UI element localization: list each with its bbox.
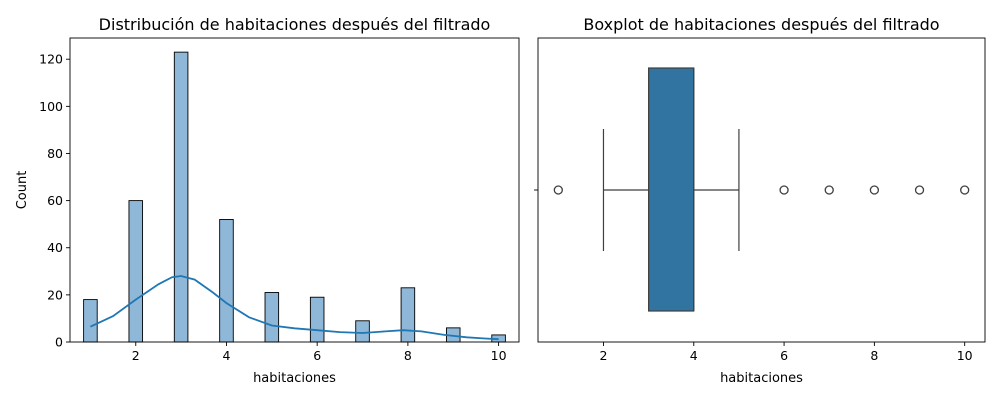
histogram-title: Distribución de habitaciones después del…	[99, 15, 491, 34]
histogram-x-tick-label-2: 6	[313, 348, 321, 363]
boxplot-x-tick-label-4: 10	[957, 348, 973, 363]
histogram-bar-2	[173, 51, 189, 343]
histogram-x-tick-label-4: 10	[491, 348, 507, 363]
boxplot-title: Boxplot de habitaciones después del filt…	[583, 15, 939, 34]
boxplot-x-tick-label-3: 8	[870, 348, 878, 363]
histogram-x-tick-label-1: 4	[222, 348, 230, 363]
outlier-point-2	[824, 185, 834, 195]
histogram-bars	[83, 51, 506, 343]
histogram-y-tick-label-6: 120	[39, 52, 63, 67]
outlier-point-4	[914, 185, 925, 195]
boxplot-x-tick-label-1: 4	[690, 348, 698, 363]
histogram-y-tick-label-1: 20	[47, 287, 63, 302]
histogram-bar-1	[128, 200, 144, 343]
histogram-bar-0	[83, 299, 98, 343]
histogram-x-label: habitaciones	[253, 371, 336, 386]
outlier-point-3	[869, 185, 880, 195]
histogram-bar-4	[264, 292, 280, 343]
histogram-y-tick-label-4: 80	[47, 146, 63, 161]
histogram-y-tick-label-5: 100	[39, 99, 63, 114]
boxplot-chart: Boxplot de habitaciones después del filt…	[534, 15, 986, 386]
histogram-y-ticks: 0 20 40 60 80 100 120	[39, 52, 70, 350]
outlier-point-0	[553, 185, 563, 195]
histogram-bar-6	[355, 320, 370, 343]
outlier-point-5	[960, 185, 970, 195]
kde-line	[90, 275, 499, 341]
histogram-bar-5	[309, 296, 325, 343]
histogram-chart: Distribución de habitaciones después del…	[15, 15, 520, 386]
histogram-y-tick-label-0: 0	[55, 335, 63, 350]
boxplot-x-ticks: 2 4 6 8 10	[599, 342, 973, 363]
histogram-bar-7	[400, 287, 416, 343]
histogram-bar-3	[219, 219, 234, 343]
histogram-x-ticks: 2 4 6 8 10	[132, 342, 507, 363]
histogram-x-tick-label-0: 2	[132, 348, 140, 363]
histogram-y-tick-label-3: 60	[47, 193, 63, 208]
histogram-y-label: Count	[15, 171, 30, 210]
outlier-point-1	[779, 185, 789, 195]
iqr-box	[648, 67, 695, 312]
histogram-x-tick-label-3: 8	[404, 348, 412, 363]
boxplot-x-tick-label-2: 6	[780, 348, 788, 363]
histogram-frame	[69, 37, 520, 343]
boxplot-x-label: habitaciones	[720, 371, 803, 386]
histogram-y-tick-label-2: 40	[47, 240, 63, 255]
boxplot-x-tick-label-0: 2	[599, 348, 607, 363]
boxplot-body	[553, 67, 970, 312]
